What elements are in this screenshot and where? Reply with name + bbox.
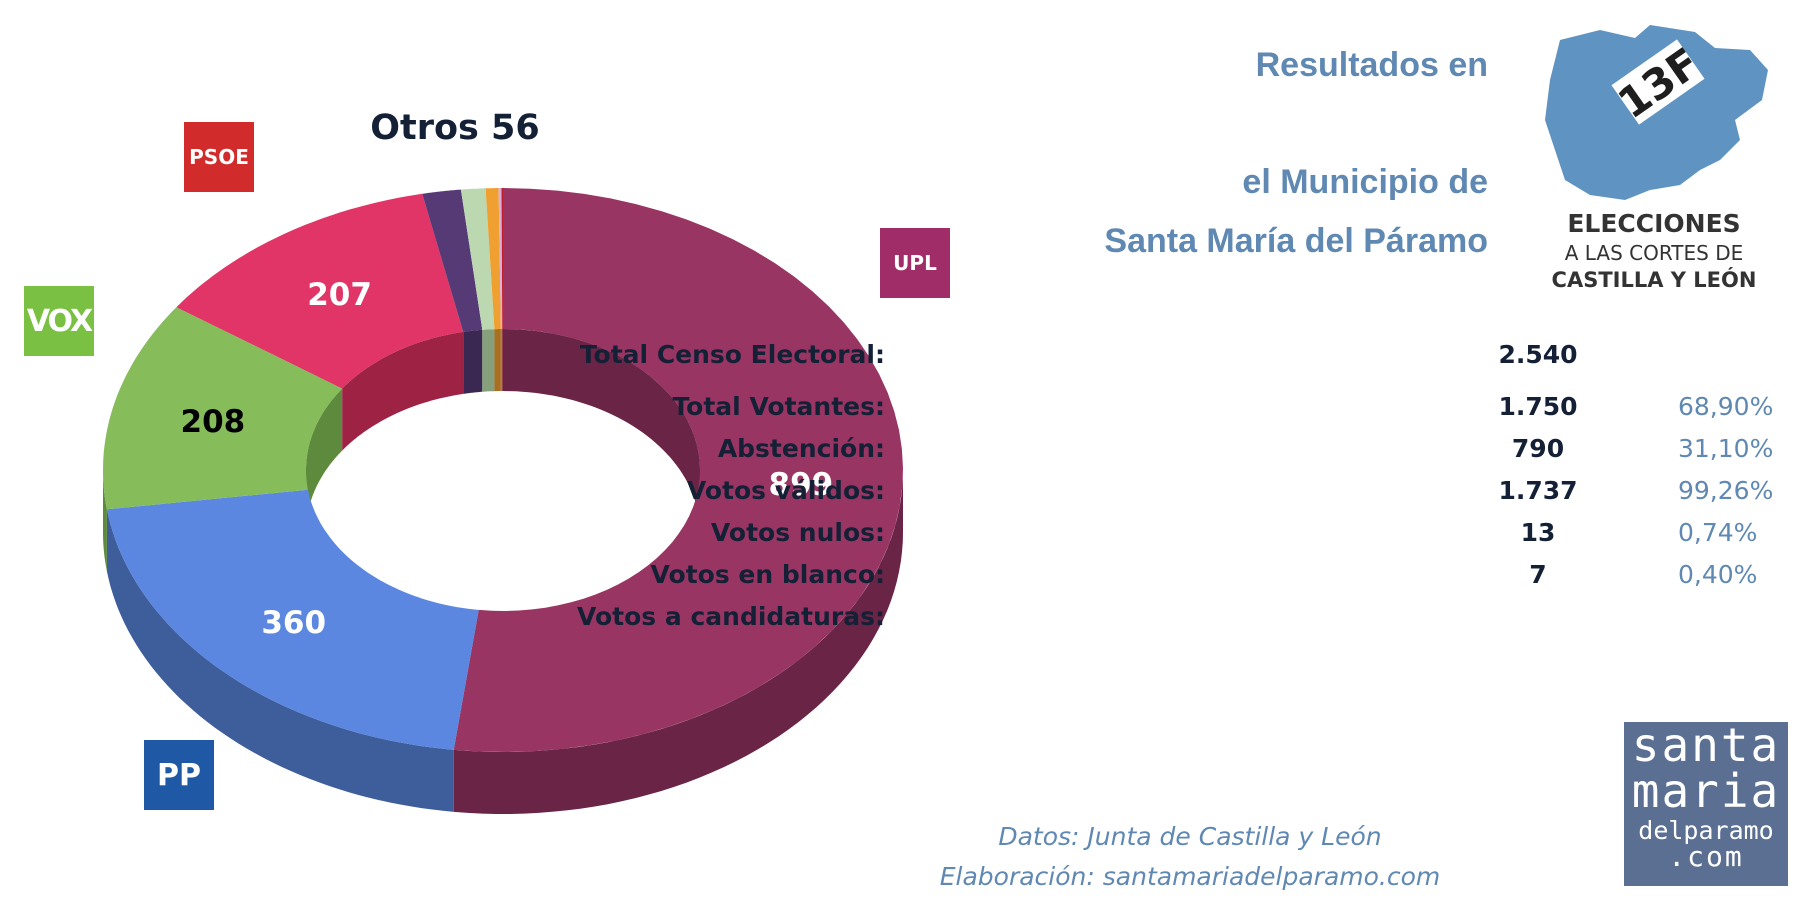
upl-logo-text: UPL — [893, 251, 937, 275]
chart-data-labels: 899 360 208 207 — [181, 277, 834, 641]
slice-VOX — [103, 307, 343, 510]
slice-PSOE — [176, 193, 464, 389]
vox-logo-text: VOX — [26, 303, 93, 339]
psoe-logo: PSOE — [184, 122, 254, 192]
slice-inner-wall-UPL — [503, 329, 700, 532]
title-line-2: el Municipio de — [1242, 163, 1488, 201]
chart-3d-sides — [103, 329, 903, 814]
otros-annotation: Otros 56 — [370, 108, 540, 148]
stat-label: Votos nulos: — [710, 518, 885, 547]
santamariadelparamo-logo: santa maria delparamo .com — [1624, 722, 1788, 886]
site-logo-line: .com — [1668, 840, 1744, 873]
slice-inner-wall-minor-4 — [463, 329, 483, 394]
data-label-UPL: 899 — [769, 467, 834, 503]
stat-label: Votos válidos: — [686, 476, 885, 505]
logo-line-1: ELECCIONES — [1567, 209, 1740, 238]
stat-value: 2.540 — [1498, 340, 1578, 369]
slice-inner-wall-minor-8 — [502, 329, 503, 391]
slice-inner-wall-PSOE — [342, 331, 464, 451]
pp-logo-text: PP — [157, 757, 201, 793]
slice-inner-wall-minor-5 — [482, 329, 495, 392]
stat-value: 1.737 — [1498, 476, 1578, 505]
stat-value: 13 — [1520, 518, 1556, 547]
logo-line-3: CASTILLA Y LEÓN — [1552, 267, 1757, 292]
stat-label: Votos en blanco: — [650, 560, 885, 589]
stat-value: 790 — [1511, 434, 1565, 463]
stat-percent: 0,40% — [1678, 560, 1758, 589]
castilla-leon-map-shape — [1545, 25, 1768, 200]
site-logo-line: maria — [1631, 764, 1781, 818]
stat-label: Votos a candidaturas: — [577, 602, 885, 631]
slice-PP — [106, 489, 479, 750]
slice-inner-wall-minor-6 — [494, 329, 501, 392]
stat-percent: 0,74% — [1678, 518, 1758, 547]
slice-minor-5 — [460, 188, 495, 330]
data-label-PSOE: 207 — [307, 277, 372, 313]
slice-UPL — [453, 188, 903, 752]
site-logo-line: santa — [1631, 718, 1781, 772]
stat-label: Abstención: — [717, 434, 885, 463]
slice-minor-6 — [485, 188, 501, 330]
slice-inner-wall-minor-7 — [500, 329, 503, 391]
pp-logo: PP — [144, 740, 214, 810]
data-source: Datos: Junta de Castilla y León — [998, 822, 1382, 851]
psoe-logo-text: PSOE — [189, 145, 249, 169]
data-label-VOX: 208 — [181, 404, 246, 440]
slice-side-UPL — [453, 470, 903, 814]
stat-value: 1.750 — [1498, 392, 1578, 421]
logo-line-2: A LAS CORTES DE — [1565, 241, 1743, 265]
vox-logo: VOX — [24, 286, 94, 356]
title-line-3: Santa María del Páramo — [1104, 222, 1488, 260]
upl-logo: UPL — [880, 228, 950, 298]
chart-slices — [103, 188, 903, 752]
slice-minor-7 — [498, 188, 503, 329]
slice-minor-8 — [501, 188, 503, 329]
stat-value: 7 — [1529, 560, 1547, 589]
data-label-PP: 360 — [261, 605, 326, 641]
author-credit: Elaboración: santamariadelparamo.com — [939, 862, 1441, 891]
slice-side-PP — [106, 509, 454, 812]
site-logo-line: delparamo — [1638, 816, 1774, 845]
donut-chart: 899 360 208 207 Otros 56 — [103, 108, 903, 814]
stat-label: Total Votantes: — [672, 392, 885, 421]
slice-inner-wall-VOX — [306, 388, 343, 532]
slice-side-VOX — [103, 470, 107, 572]
slice-minor-4 — [422, 189, 483, 332]
stat-label: Total Censo Electoral: — [579, 340, 885, 369]
title-line-1: Resultados en — [1255, 46, 1488, 84]
stat-percent: 68,90% — [1678, 392, 1774, 421]
stat-percent: 99,26% — [1678, 476, 1774, 505]
elecciones-13f-logo: 13F ELECCIONES A LAS CORTES DE CASTILLA … — [1545, 25, 1768, 292]
stat-percent: 31,10% — [1678, 434, 1774, 463]
